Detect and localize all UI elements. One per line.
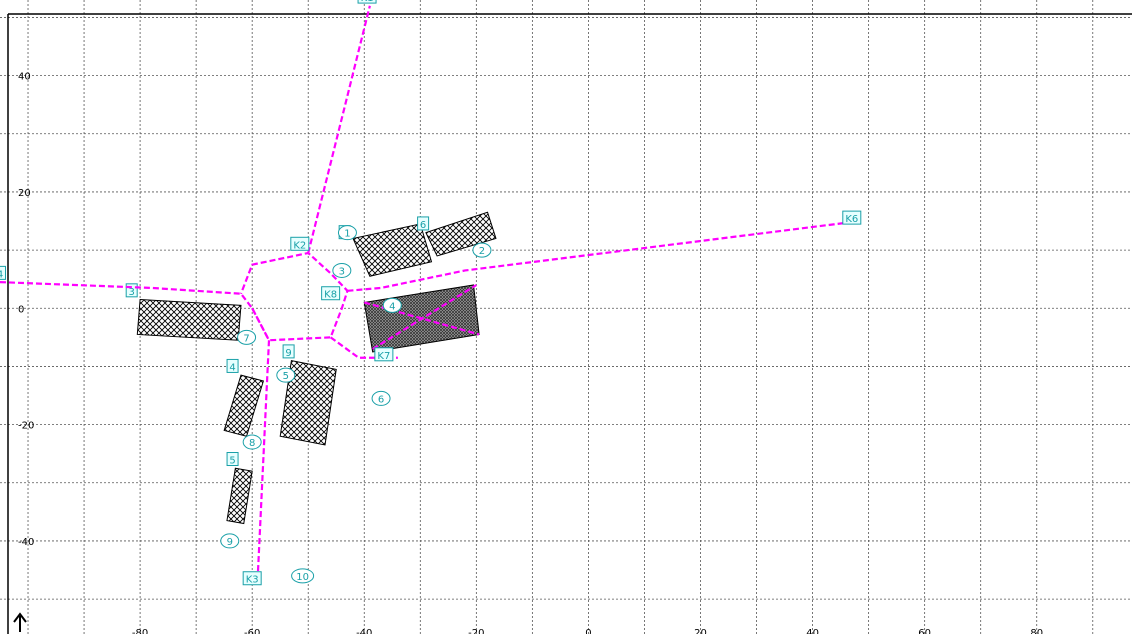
zone-label: 3	[332, 262, 352, 278]
building-label: 6	[417, 216, 430, 231]
x-tick-label: 80	[1030, 628, 1043, 634]
node-label: K8	[321, 286, 341, 301]
zone-label: 2	[472, 242, 492, 258]
building-label: 4	[226, 358, 239, 373]
building-label: 5	[226, 452, 239, 467]
zone-label-text: 9	[227, 537, 233, 548]
node-label: K7	[374, 347, 394, 362]
node-labels-layer: K1 K2 K3 4 K6 K7 K8	[0, 0, 862, 586]
zone-label-text: 1	[344, 229, 350, 240]
x-tick-label: -80	[132, 628, 148, 634]
route-line	[307, 5, 371, 254]
zone-label-text: 5	[283, 371, 289, 382]
building-9	[279, 360, 337, 446]
zone-label: 9	[220, 533, 240, 549]
zone-label-text: 6	[378, 394, 384, 405]
node-label-text: K8	[324, 290, 337, 301]
zone-label: 6	[371, 390, 391, 406]
plot-frame	[7, 13, 1132, 634]
zone-label-text: 2	[479, 246, 485, 257]
zone-label-text: 4	[389, 301, 395, 312]
zone-label: 10	[291, 568, 315, 584]
node-label: K2	[290, 236, 310, 251]
x-tick-label: -20	[468, 628, 484, 634]
route-line	[347, 219, 861, 292]
zone-label-text: 8	[249, 438, 255, 449]
zone-label: 4	[382, 297, 402, 313]
node-label: 4	[0, 265, 6, 280]
building-6	[425, 211, 497, 257]
north-arrow-icon	[13, 612, 27, 632]
route-line	[372, 284, 477, 350]
zone-label-text: 10	[296, 572, 309, 583]
building-5	[226, 467, 253, 525]
x-tick-label: 20	[694, 628, 707, 634]
building-4	[223, 374, 265, 437]
route-line	[251, 307, 270, 341]
zone-labels-layer: 1 2 3 4 5 6 7 8 9 10	[220, 225, 492, 584]
y-tick-label: -40	[18, 537, 34, 548]
x-tick-label: 60	[918, 628, 931, 634]
zone-label: 8	[242, 434, 262, 450]
building-label-text: 9	[285, 348, 291, 359]
building-3	[136, 299, 242, 341]
y-tick-label: 40	[18, 72, 31, 83]
route-line	[256, 340, 271, 576]
building-label-text: 4	[229, 362, 235, 373]
zone-label-text: 3	[339, 266, 345, 277]
y-tick-label: 20	[18, 188, 31, 199]
zone-label: 1	[337, 225, 357, 241]
building-label-text: 3	[129, 287, 135, 298]
node-label: K3	[242, 571, 262, 586]
node-label-text: 4	[0, 269, 3, 280]
building-label: 3	[125, 283, 138, 298]
x-tick-label: -40	[356, 628, 372, 634]
node-label: K1	[357, 0, 377, 4]
node-label-text: K3	[246, 575, 259, 586]
node-label: K6	[842, 210, 862, 225]
node-label-text: K2	[293, 240, 306, 251]
building-label-text: 5	[229, 456, 235, 467]
zone-label: 5	[276, 367, 296, 383]
buildings-layer: 1 6 3 4 9 5	[125, 211, 497, 525]
route-line	[329, 336, 398, 359]
x-tick-label: -60	[244, 628, 260, 634]
node-label-text: K1	[361, 0, 374, 4]
node-label-text: K7	[377, 351, 390, 362]
building-label: 9	[282, 344, 295, 359]
zone-label-text: 7	[243, 333, 249, 344]
node-label-text: K6	[845, 214, 858, 225]
axis-tick-labels: -80 -60 -40 -20 0 20 40 60 80 40 20 0 -20 -40	[18, 72, 1043, 634]
building-label-text: 6	[420, 220, 426, 231]
building-1	[352, 223, 433, 277]
route-line	[0, 251, 349, 342]
zone-label: 7	[237, 329, 257, 345]
x-tick-label: 40	[806, 628, 819, 634]
y-tick-label: -20	[18, 421, 34, 432]
y-tick-label: 0	[18, 304, 24, 315]
x-tick-label: 0	[585, 628, 591, 634]
